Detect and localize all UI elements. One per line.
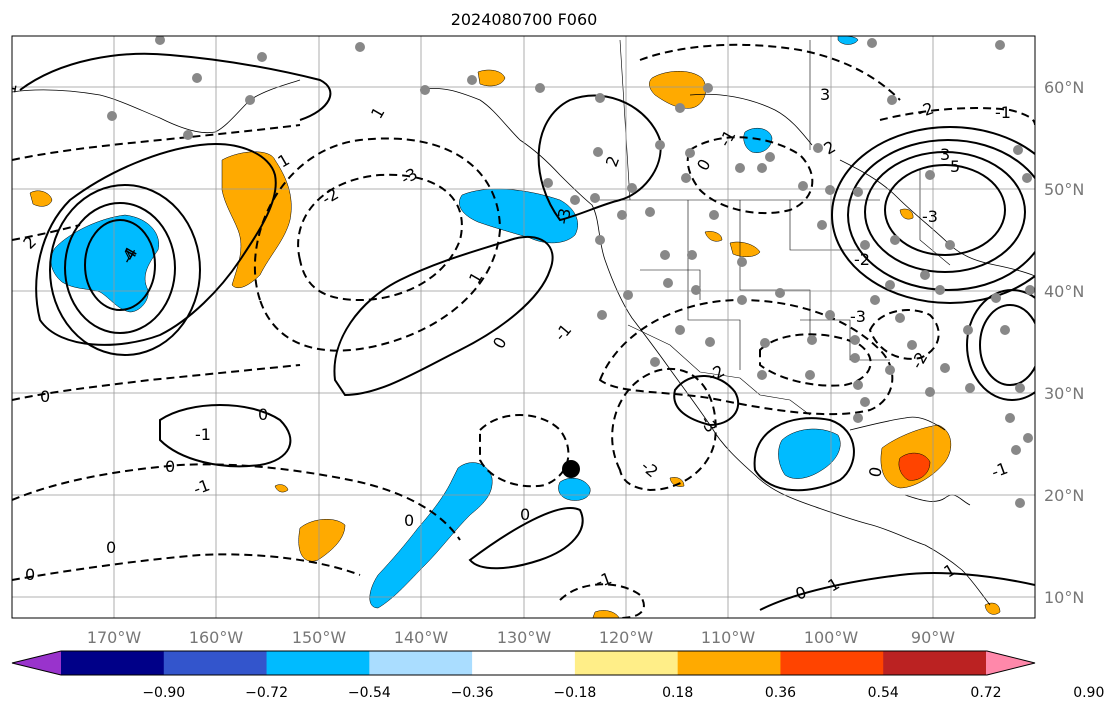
- positive-contours: [19, 52, 1035, 611]
- contour-label: -3: [553, 207, 574, 226]
- latitude-axis: 60°N 50°N 40°N 30°N 20°N 10°N: [1044, 78, 1084, 607]
- lat-tick-label: 10°N: [1044, 588, 1084, 607]
- strong-positive-anomaly-region: [898, 452, 931, 481]
- contour-label: 0: [106, 538, 116, 557]
- positive-anomaly-region: [592, 610, 620, 618]
- contour-label: 5: [950, 157, 960, 176]
- lon-tick-label: 150°W: [292, 628, 347, 647]
- map-title: 2024080700 F060: [450, 10, 598, 29]
- contour-label: -1: [989, 458, 1010, 481]
- negative-anomaly-region: [369, 462, 493, 609]
- colorbar-swatch: [780, 651, 884, 675]
- negative-anomaly-region: [743, 127, 773, 153]
- positive-anomaly-region: [984, 602, 1001, 615]
- contour-label: -3: [922, 207, 938, 226]
- colorbar-swatch: [266, 651, 370, 675]
- positive-anomaly-region: [704, 231, 723, 242]
- lat-tick-label: 50°N: [1044, 180, 1084, 199]
- positive-anomaly-region: [669, 477, 685, 487]
- contour-label: -2: [915, 98, 936, 121]
- colorbar-tick-label: −0.72: [245, 685, 288, 701]
- colorbar-tick-label: 0.90: [1073, 685, 1104, 701]
- lon-tick-label: 100°W: [804, 628, 859, 647]
- contour-label: -1: [995, 103, 1011, 122]
- colorbar-swatch: [12, 651, 61, 675]
- colorbar: −0.90 −0.72 −0.54 −0.36 −0.18 0.18 0.36 0.54 0.7…: [11, 650, 1104, 701]
- political-borders: [595, 39, 951, 416]
- positive-anomaly-region: [274, 484, 289, 493]
- map-frame: [11, 35, 1036, 619]
- colorbar-tick-label: 0.72: [970, 685, 1001, 701]
- colorbar-swatch: [986, 651, 1035, 675]
- contour-label: 0: [520, 505, 530, 524]
- contour-label: -1: [593, 568, 614, 591]
- map-background: [12, 36, 1035, 618]
- gridlines: [12, 36, 1035, 618]
- contour-label: -2: [854, 250, 870, 269]
- positive-anomaly-region: [298, 519, 346, 562]
- contour-label: -1: [195, 425, 211, 444]
- colorbar-tick-labels: −0.90 −0.72 −0.54 −0.36 −0.18 0.18 0.36 0.54 0.7…: [142, 685, 1104, 701]
- contour-label: -1: [0, 82, 21, 101]
- lat-tick-label: 60°N: [1044, 78, 1084, 97]
- colorbar-tick-label: −0.18: [553, 685, 596, 701]
- colorbar-tick-label: −0.36: [451, 685, 494, 701]
- colorbar-tick-label: 0.54: [868, 685, 899, 701]
- contour-label: 0: [865, 465, 885, 478]
- negative-anomaly-region: [459, 188, 578, 244]
- contour-label: -3: [850, 307, 866, 326]
- negative-contours: [12, 43, 1035, 618]
- colorbar-swatches: [12, 651, 1035, 675]
- colorbar-tick-label: 0.36: [765, 685, 796, 701]
- longitude-axis: 170°W 160°W 150°W 140°W 130°W 120°W 110°…: [87, 628, 955, 647]
- contour-label: 3: [940, 145, 950, 164]
- positive-anomaly-region: [729, 241, 761, 257]
- colorbar-tick-label: 0.18: [662, 685, 693, 701]
- colorbar-tick-label: −0.90: [142, 685, 185, 701]
- colorbar-swatch: [163, 651, 268, 675]
- positive-anomaly-region: [899, 208, 914, 220]
- colorbar-swatch: [883, 651, 987, 675]
- lon-tick-label: 110°W: [701, 628, 756, 647]
- colorbar-swatch: [574, 651, 679, 675]
- contour-label: 0: [40, 387, 50, 406]
- contour-label: 0: [404, 511, 414, 530]
- lon-tick-label: 140°W: [394, 628, 449, 647]
- highlight-marker: [562, 460, 580, 478]
- lon-tick-label: 170°W: [87, 628, 142, 647]
- lat-tick-label: 40°N: [1044, 282, 1084, 301]
- positive-anomaly-region: [29, 190, 53, 207]
- colorbar-swatch: [369, 651, 473, 675]
- contour-labels: 1 2 3 4 5 0 -1 -2 -3 -4 0 0 0 0 0 -1 -2 …: [0, 82, 1011, 604]
- lon-tick-label: 130°W: [497, 628, 552, 647]
- lat-tick-label: 30°N: [1044, 384, 1084, 403]
- colorbar-tick-label: −0.54: [348, 685, 391, 701]
- lat-tick-label: 20°N: [1044, 486, 1084, 505]
- positive-anomaly-region: [477, 69, 506, 87]
- positive-anomaly-region: [649, 71, 707, 109]
- lon-tick-label: 160°W: [189, 628, 244, 647]
- colorbar-swatch: [472, 651, 576, 675]
- colorbar-swatch: [677, 651, 781, 675]
- lon-tick-label: 90°W: [911, 628, 955, 647]
- contour-label: 0: [258, 405, 268, 424]
- colorbar-outline: [11, 650, 1036, 676]
- station-markers: [107, 36, 1035, 508]
- contour-label: 3: [820, 85, 830, 104]
- negative-anomaly-region: [778, 428, 841, 479]
- contour-label: 0: [165, 457, 175, 476]
- positive-anomaly-region: [221, 151, 292, 289]
- colorbar-swatch: [61, 651, 165, 675]
- contour-label: -1: [191, 475, 212, 498]
- lon-tick-label: 120°W: [599, 628, 654, 647]
- shaded-anomalies: [29, 36, 1001, 618]
- contour-label: 0: [25, 565, 35, 584]
